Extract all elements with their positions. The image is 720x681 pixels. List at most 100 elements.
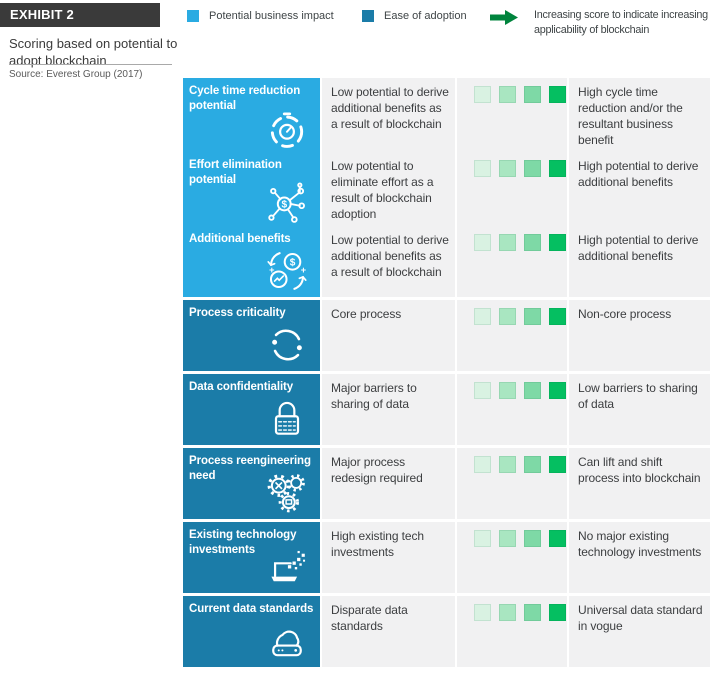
high-end-description: No major existing technology investments <box>567 522 710 593</box>
high-end-description: Universal data standard in vogue <box>567 596 710 667</box>
score-square <box>549 456 566 473</box>
table-row: Data confidentiality Major barriers to s… <box>183 374 710 445</box>
table-row: Process criticality Core process Non-cor… <box>183 300 710 371</box>
score-square <box>499 456 516 473</box>
score-square <box>524 308 541 325</box>
svg-text:+: + <box>269 265 274 275</box>
score-scale <box>455 596 567 667</box>
svg-text:$: $ <box>290 258 296 269</box>
factor-cell: Additional benefits $ + + <box>183 226 320 297</box>
exhibit-tag: EXHIBIT 2 <box>0 3 160 27</box>
svg-text:+: + <box>301 265 306 275</box>
exhibit-source: Source: Everest Group (2017) <box>9 69 143 80</box>
score-square <box>499 530 516 547</box>
high-end-description: Non-core process <box>567 300 710 371</box>
score-square <box>474 382 491 399</box>
factor-title: Additional benefits <box>189 233 291 245</box>
data-drive-icon <box>265 619 309 663</box>
low-end-description: Core process <box>320 300 455 371</box>
score-scale <box>455 78 567 155</box>
score-square <box>524 604 541 621</box>
score-square <box>499 86 516 103</box>
score-square <box>474 160 491 177</box>
adoption-swatch-icon <box>362 10 374 22</box>
score-square <box>474 234 491 251</box>
table-row: Existing technology investments High exi… <box>183 522 710 593</box>
score-square <box>549 86 566 103</box>
score-scale <box>455 522 567 593</box>
high-end-description: High potential to derive additional bene… <box>567 226 710 297</box>
table-row: Cycle time reduction potential Low poten… <box>183 78 710 155</box>
legend-arrow-note: Increasing score to indicate increasing … <box>534 9 708 36</box>
legend-item-business-impact: Potential business impact <box>187 10 334 22</box>
factor-title: Current data standards <box>189 603 314 615</box>
score-square <box>524 234 541 251</box>
high-end-description: Low barriers to sharing of data <box>567 374 710 445</box>
score-square <box>499 382 516 399</box>
score-square <box>474 456 491 473</box>
padlock-icon <box>265 397 309 441</box>
high-end-description: Can lift and shift process into blockcha… <box>567 448 710 519</box>
score-square <box>549 160 566 177</box>
factor-title: Effort elimination potential <box>189 159 282 186</box>
factor-cell: Process criticality <box>183 300 320 371</box>
factor-cell: Cycle time reduction potential <box>183 78 320 155</box>
score-square <box>499 308 516 325</box>
factor-title: Process reengineering need <box>189 455 311 482</box>
low-end-description: Low potential to derive additional benef… <box>320 226 455 297</box>
factor-cell: Current data standards <box>183 596 320 667</box>
score-square <box>524 86 541 103</box>
score-square <box>524 530 541 547</box>
factor-title: Cycle time reduction potential <box>189 85 301 112</box>
low-end-description: Major barriers to sharing of data <box>320 374 455 445</box>
factor-cell: Existing technology investments <box>183 522 320 593</box>
score-square <box>499 160 516 177</box>
coins-exchange-icon: $ + + <box>265 249 309 293</box>
factor-title: Process criticality <box>189 307 286 319</box>
table-row: Current data standards Disparate data st… <box>183 596 710 667</box>
score-square <box>549 604 566 621</box>
table-row: Effort elimination potential $ Low poten… <box>183 152 710 229</box>
score-square <box>474 530 491 547</box>
score-square <box>499 234 516 251</box>
legend-item-ease-of-adoption: Ease of adoption <box>362 10 467 22</box>
score-square <box>524 160 541 177</box>
score-square <box>474 604 491 621</box>
factor-cell: Data confidentiality <box>183 374 320 445</box>
score-scale <box>455 152 567 229</box>
score-square <box>524 456 541 473</box>
score-square <box>499 604 516 621</box>
factor-cell: Process reengineering need <box>183 448 320 519</box>
svg-text:$: $ <box>281 199 287 210</box>
score-square <box>549 382 566 399</box>
stopwatch-icon <box>265 107 309 151</box>
scoring-table: Cycle time reduction potential Low poten… <box>183 78 710 670</box>
process-cycle-icon <box>265 323 309 367</box>
impact-swatch-icon <box>187 10 199 22</box>
high-end-description: High potential to derive additional bene… <box>567 152 710 229</box>
legend-label: Potential business impact <box>209 10 334 22</box>
score-scale <box>455 374 567 445</box>
score-square <box>549 234 566 251</box>
high-end-description: High cycle time reduction and/or the res… <box>567 78 710 155</box>
gears-icon <box>265 471 309 515</box>
factor-title: Existing technology investments <box>189 529 297 556</box>
low-end-description: High existing tech investments <box>320 522 455 593</box>
score-square <box>549 530 566 547</box>
score-square <box>549 308 566 325</box>
score-square <box>474 308 491 325</box>
low-end-description: Low potential to eliminate effort as a r… <box>320 152 455 229</box>
low-end-description: Major process redesign required <box>320 448 455 519</box>
increasing-score-arrow-icon <box>490 10 520 25</box>
network-dollar-icon: $ <box>265 181 309 225</box>
table-row: Process reengineering need Major process… <box>183 448 710 519</box>
factor-cell: Effort elimination potential $ <box>183 152 320 229</box>
table-row: Additional benefits $ + + Low potential to… <box>183 226 710 297</box>
header-divider <box>9 64 172 65</box>
score-scale <box>455 448 567 519</box>
score-square <box>524 382 541 399</box>
legend-label: Ease of adoption <box>384 10 467 22</box>
score-scale <box>455 226 567 297</box>
score-scale <box>455 300 567 371</box>
score-square <box>474 86 491 103</box>
